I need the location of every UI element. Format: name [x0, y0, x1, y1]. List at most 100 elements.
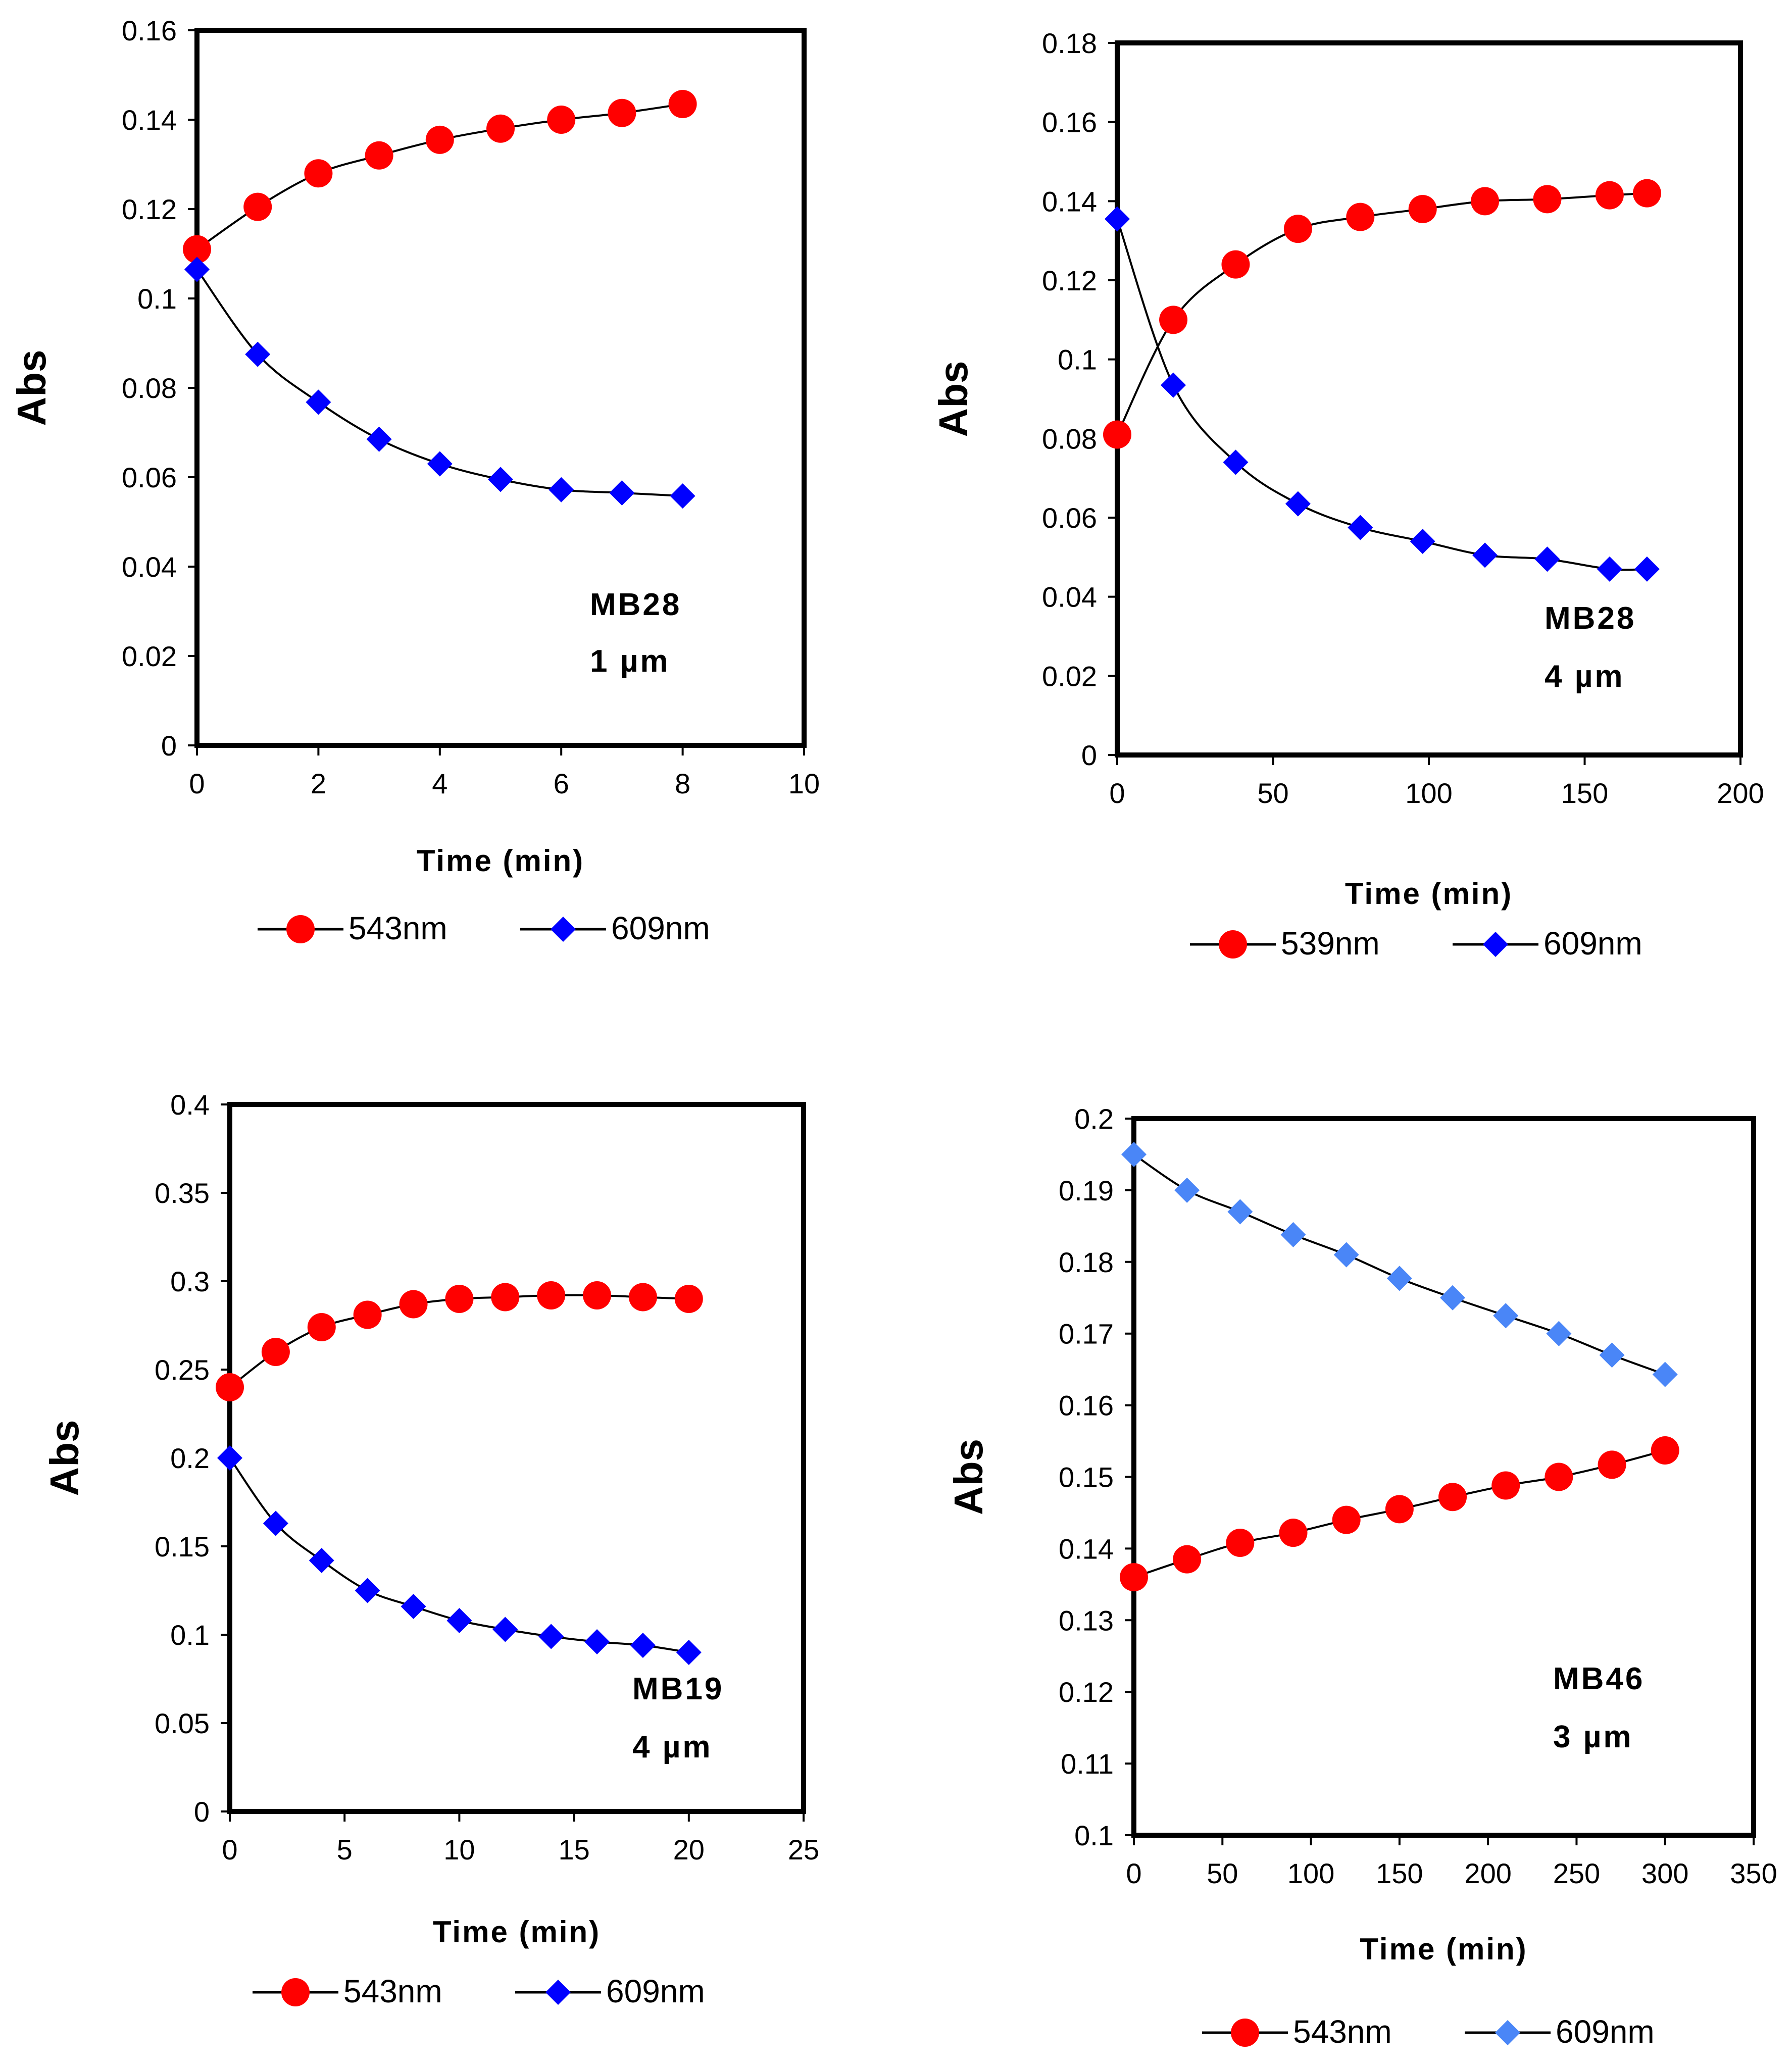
y-tick-label: 0.11 [1061, 1748, 1114, 1780]
x-tick-label: 350 [1730, 1857, 1777, 1889]
data-point-609nm [1634, 556, 1660, 582]
y-tick-label: 0.16 [122, 15, 177, 46]
y-tick-label: 0.14 [1042, 185, 1097, 217]
chart-panel-4: 0.1 0.11 0.12 0.13 0.14 0.15 0.16 0.17 0.18 0.19 0… [946, 1103, 1777, 2050]
data-point-609nm [1440, 1285, 1466, 1311]
legend-label-609nm: 609nm [606, 1973, 705, 2009]
legend-marker-609nm [545, 1980, 571, 2005]
data-point-609nm [1534, 546, 1560, 572]
data-point-609nm [1174, 1177, 1200, 1203]
y-tick-label: 0.2 [170, 1442, 210, 1474]
y-tick-label: 0.06 [1042, 502, 1097, 534]
sample-label: MB28 [1545, 601, 1636, 636]
x-tick-label: 8 [675, 768, 690, 799]
data-point-609nm [538, 1624, 564, 1649]
data-point-609nm [1333, 1242, 1359, 1268]
chart-panel-3: 0 0.05 0.1 0.15 0.2 0.25 0.3 0.35 0.4 0 5 10 15 20 25 M… [42, 1089, 819, 2009]
legend-marker-609nm [551, 917, 576, 942]
data-point-543nm [399, 1290, 428, 1319]
plot-area-frame [1115, 40, 1743, 758]
data-point-543nm [425, 125, 454, 154]
data-point-609nm [1161, 372, 1186, 398]
legend-label-539nm: 539nm [1281, 925, 1380, 962]
legend-marker-543nm [1231, 2019, 1259, 2047]
y-tick-label: 0.18 [1042, 27, 1097, 59]
data-point-609nm [1285, 491, 1311, 517]
plot-area-frame [194, 28, 807, 748]
x-tick-label: 0 [1126, 1857, 1141, 1889]
x-tick-label: 150 [1561, 777, 1608, 809]
y-tick-label: 0.15 [155, 1531, 210, 1563]
plot-area-frame [1131, 1116, 1756, 1838]
sample-label: MB46 [1553, 1661, 1645, 1696]
y-tick-label: 0.13 [1059, 1604, 1114, 1636]
y-tick-label: 0.1 [1058, 344, 1097, 376]
data-point-609nm [1493, 1303, 1519, 1329]
data-point-543nm [307, 1313, 336, 1341]
y-tick-label: 0.18 [1059, 1246, 1114, 1278]
data-point-609nm [217, 1445, 242, 1471]
x-tick-label: 6 [554, 768, 569, 799]
y-tick-label: 0.12 [1042, 265, 1097, 296]
data-point-543nm [365, 141, 393, 170]
data-point-543nm [261, 1338, 290, 1366]
data-point-609nm [263, 1510, 288, 1536]
legend-marker-539nm [1219, 930, 1247, 959]
y-tick-label: 0.4 [170, 1089, 210, 1121]
data-point-539nm [1632, 179, 1661, 208]
data-point-539nm [1533, 185, 1562, 214]
y-tick-label: 0.16 [1059, 1390, 1114, 1422]
y-tick-label: 0.02 [122, 640, 177, 672]
y-tick-label: 0.25 [155, 1354, 210, 1386]
x-tick-label: 15 [558, 1834, 589, 1866]
legend-marker-543nm [286, 915, 315, 943]
data-point-539nm [1221, 250, 1250, 279]
legend: 539nm 609nm [1190, 925, 1642, 962]
x-tick-label: 100 [1287, 1857, 1334, 1889]
y-axis-title: Abs [946, 1439, 991, 1515]
y-tick-label: 0.04 [1042, 581, 1097, 613]
y-tick-label: 0.12 [122, 193, 177, 225]
y-tick-label: 0.35 [155, 1177, 210, 1209]
x-tick-label: 50 [1257, 777, 1288, 809]
data-point-609nm [306, 389, 331, 415]
data-point-539nm [1346, 203, 1375, 231]
y-axis-title: Abs [931, 361, 976, 437]
sample-label: MB19 [632, 1672, 724, 1706]
data-point-609nm [401, 1594, 426, 1619]
chart-panel-1: 0 0.02 0.04 0.06 0.08 0.1 0.12 0.14 0.16 0 2 4 6 8 10 M… [9, 15, 820, 946]
data-point-609nm [1597, 556, 1622, 582]
data-point-543nm [353, 1300, 382, 1329]
x-tick-label: 200 [1464, 1857, 1511, 1889]
data-point-609nm [584, 1629, 610, 1654]
x-tick-label: 150 [1376, 1857, 1423, 1889]
data-point-543nm [1173, 1545, 1202, 1574]
data-point-609nm [245, 341, 271, 367]
data-point-609nm [184, 257, 210, 282]
data-point-543nm [304, 159, 333, 188]
legend-marker-543nm [281, 1978, 310, 2006]
sample-label: MB28 [590, 587, 681, 622]
data-point-543nm [674, 1285, 703, 1313]
y-tick-label: 0.08 [1042, 423, 1097, 455]
y-tick-label: 0.14 [122, 104, 177, 136]
x-tick-label: 20 [673, 1834, 705, 1866]
data-point-609nm [630, 1633, 656, 1658]
data-point-543nm [668, 90, 697, 119]
data-point-543nm [608, 98, 636, 127]
data-point-543nm [583, 1281, 612, 1309]
legend-marker-609nm [1495, 2020, 1520, 2045]
y-tick-label: 0.12 [1059, 1676, 1114, 1708]
data-point-543nm [1651, 1436, 1679, 1465]
data-point-609nm [492, 1617, 518, 1642]
data-point-543nm [1545, 1463, 1573, 1491]
x-axis-title: Time (min) [1345, 877, 1513, 911]
concentration-label: 4 µm [632, 1730, 713, 1765]
data-point-543nm [1385, 1495, 1414, 1524]
data-point-543nm [486, 114, 515, 143]
data-point-609nm [488, 467, 513, 492]
legend-label-543nm: 543nm [349, 910, 447, 946]
x-tick-label: 10 [443, 1834, 475, 1866]
concentration-label: 1 µm [590, 644, 670, 679]
